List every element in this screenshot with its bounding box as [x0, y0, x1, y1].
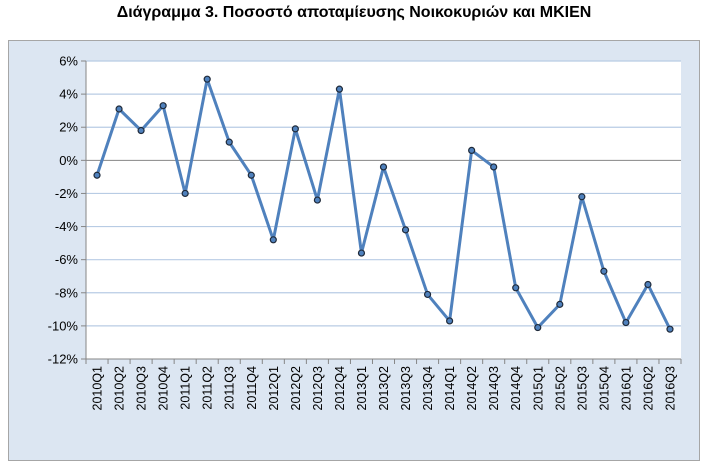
data-point: [446, 317, 454, 325]
x-tick-label: 2016Q3: [663, 366, 677, 411]
x-tick-label: 2013Q2: [377, 366, 391, 411]
y-tick-label: 0%: [59, 153, 78, 168]
x-tick-label: 2014Q3: [487, 366, 501, 411]
data-point: [357, 249, 366, 257]
y-tick-label: -6%: [55, 252, 79, 267]
x-tick-label: 2015Q2: [553, 366, 567, 411]
x-tick-label: 2012Q2: [289, 366, 303, 411]
y-tick-label: -12%: [48, 352, 79, 367]
x-tick-label: 2014Q4: [509, 366, 523, 411]
data-point: [644, 280, 652, 289]
data-point: [512, 284, 520, 292]
x-tick-label: 2015Q1: [531, 366, 545, 411]
x-tick-label: 2011Q2: [201, 366, 215, 410]
data-point: [313, 196, 321, 204]
y-tick-label: -2%: [55, 186, 79, 201]
x-tick-label: 2010Q1: [91, 366, 105, 411]
data-point: [137, 126, 145, 135]
x-tick-label: 2011Q4: [245, 366, 259, 410]
data-point: [622, 318, 630, 327]
data-point: [468, 146, 476, 154]
x-tick-label: 2012Q4: [333, 366, 347, 411]
chart-title: Διάγραμμα 3. Ποσοστό αποταμίευσης Νοικοκ…: [116, 4, 592, 21]
data-point: [379, 163, 388, 171]
x-tick-label: 2011Q3: [223, 366, 237, 410]
plot-area: [86, 61, 681, 359]
data-point: [115, 105, 123, 113]
x-tick-label: 2013Q4: [421, 366, 435, 411]
x-tick-label: 2013Q3: [399, 366, 413, 411]
data-point: [578, 193, 586, 201]
x-tick-label: 2012Q1: [267, 366, 281, 411]
data-point: [291, 125, 299, 133]
data-point: [490, 163, 498, 171]
data-point: [93, 171, 101, 179]
data-point: [225, 138, 233, 146]
y-tick-label: 2%: [59, 120, 78, 135]
x-tick-label: 2014Q2: [465, 366, 479, 411]
y-tick-label: -4%: [55, 219, 79, 234]
x-tick-label: 2010Q2: [113, 366, 127, 411]
data-point: [203, 75, 211, 83]
y-tick-label: 4%: [59, 87, 78, 102]
x-tick-label: 2016Q2: [641, 366, 655, 411]
data-point: [600, 267, 608, 275]
x-tick-label: 2015Q4: [597, 366, 611, 411]
data-point: [269, 236, 277, 244]
data-point: [181, 189, 189, 198]
data-point: [556, 300, 564, 308]
data-point: [159, 102, 167, 110]
x-tick-label: 2011Q1: [179, 366, 193, 410]
x-tick-label: 2016Q1: [619, 366, 633, 411]
x-tick-label: 2010Q4: [157, 366, 171, 411]
data-point: [423, 290, 432, 299]
y-tick-label: -10%: [48, 318, 79, 333]
x-tick-label: 2010Q3: [135, 366, 149, 411]
y-tick-label: 6%: [59, 54, 78, 69]
data-point: [401, 226, 410, 234]
data-point: [335, 85, 344, 93]
x-tick-label: 2013Q1: [355, 366, 369, 411]
data-point: [534, 323, 542, 332]
data-point: [247, 171, 255, 179]
data-point: [666, 325, 674, 333]
x-tick-label: 2012Q3: [311, 366, 325, 411]
y-tick-label: -8%: [55, 285, 79, 300]
x-tick-label: 2015Q3: [575, 366, 589, 411]
x-tick-label: 2014Q1: [443, 366, 457, 411]
